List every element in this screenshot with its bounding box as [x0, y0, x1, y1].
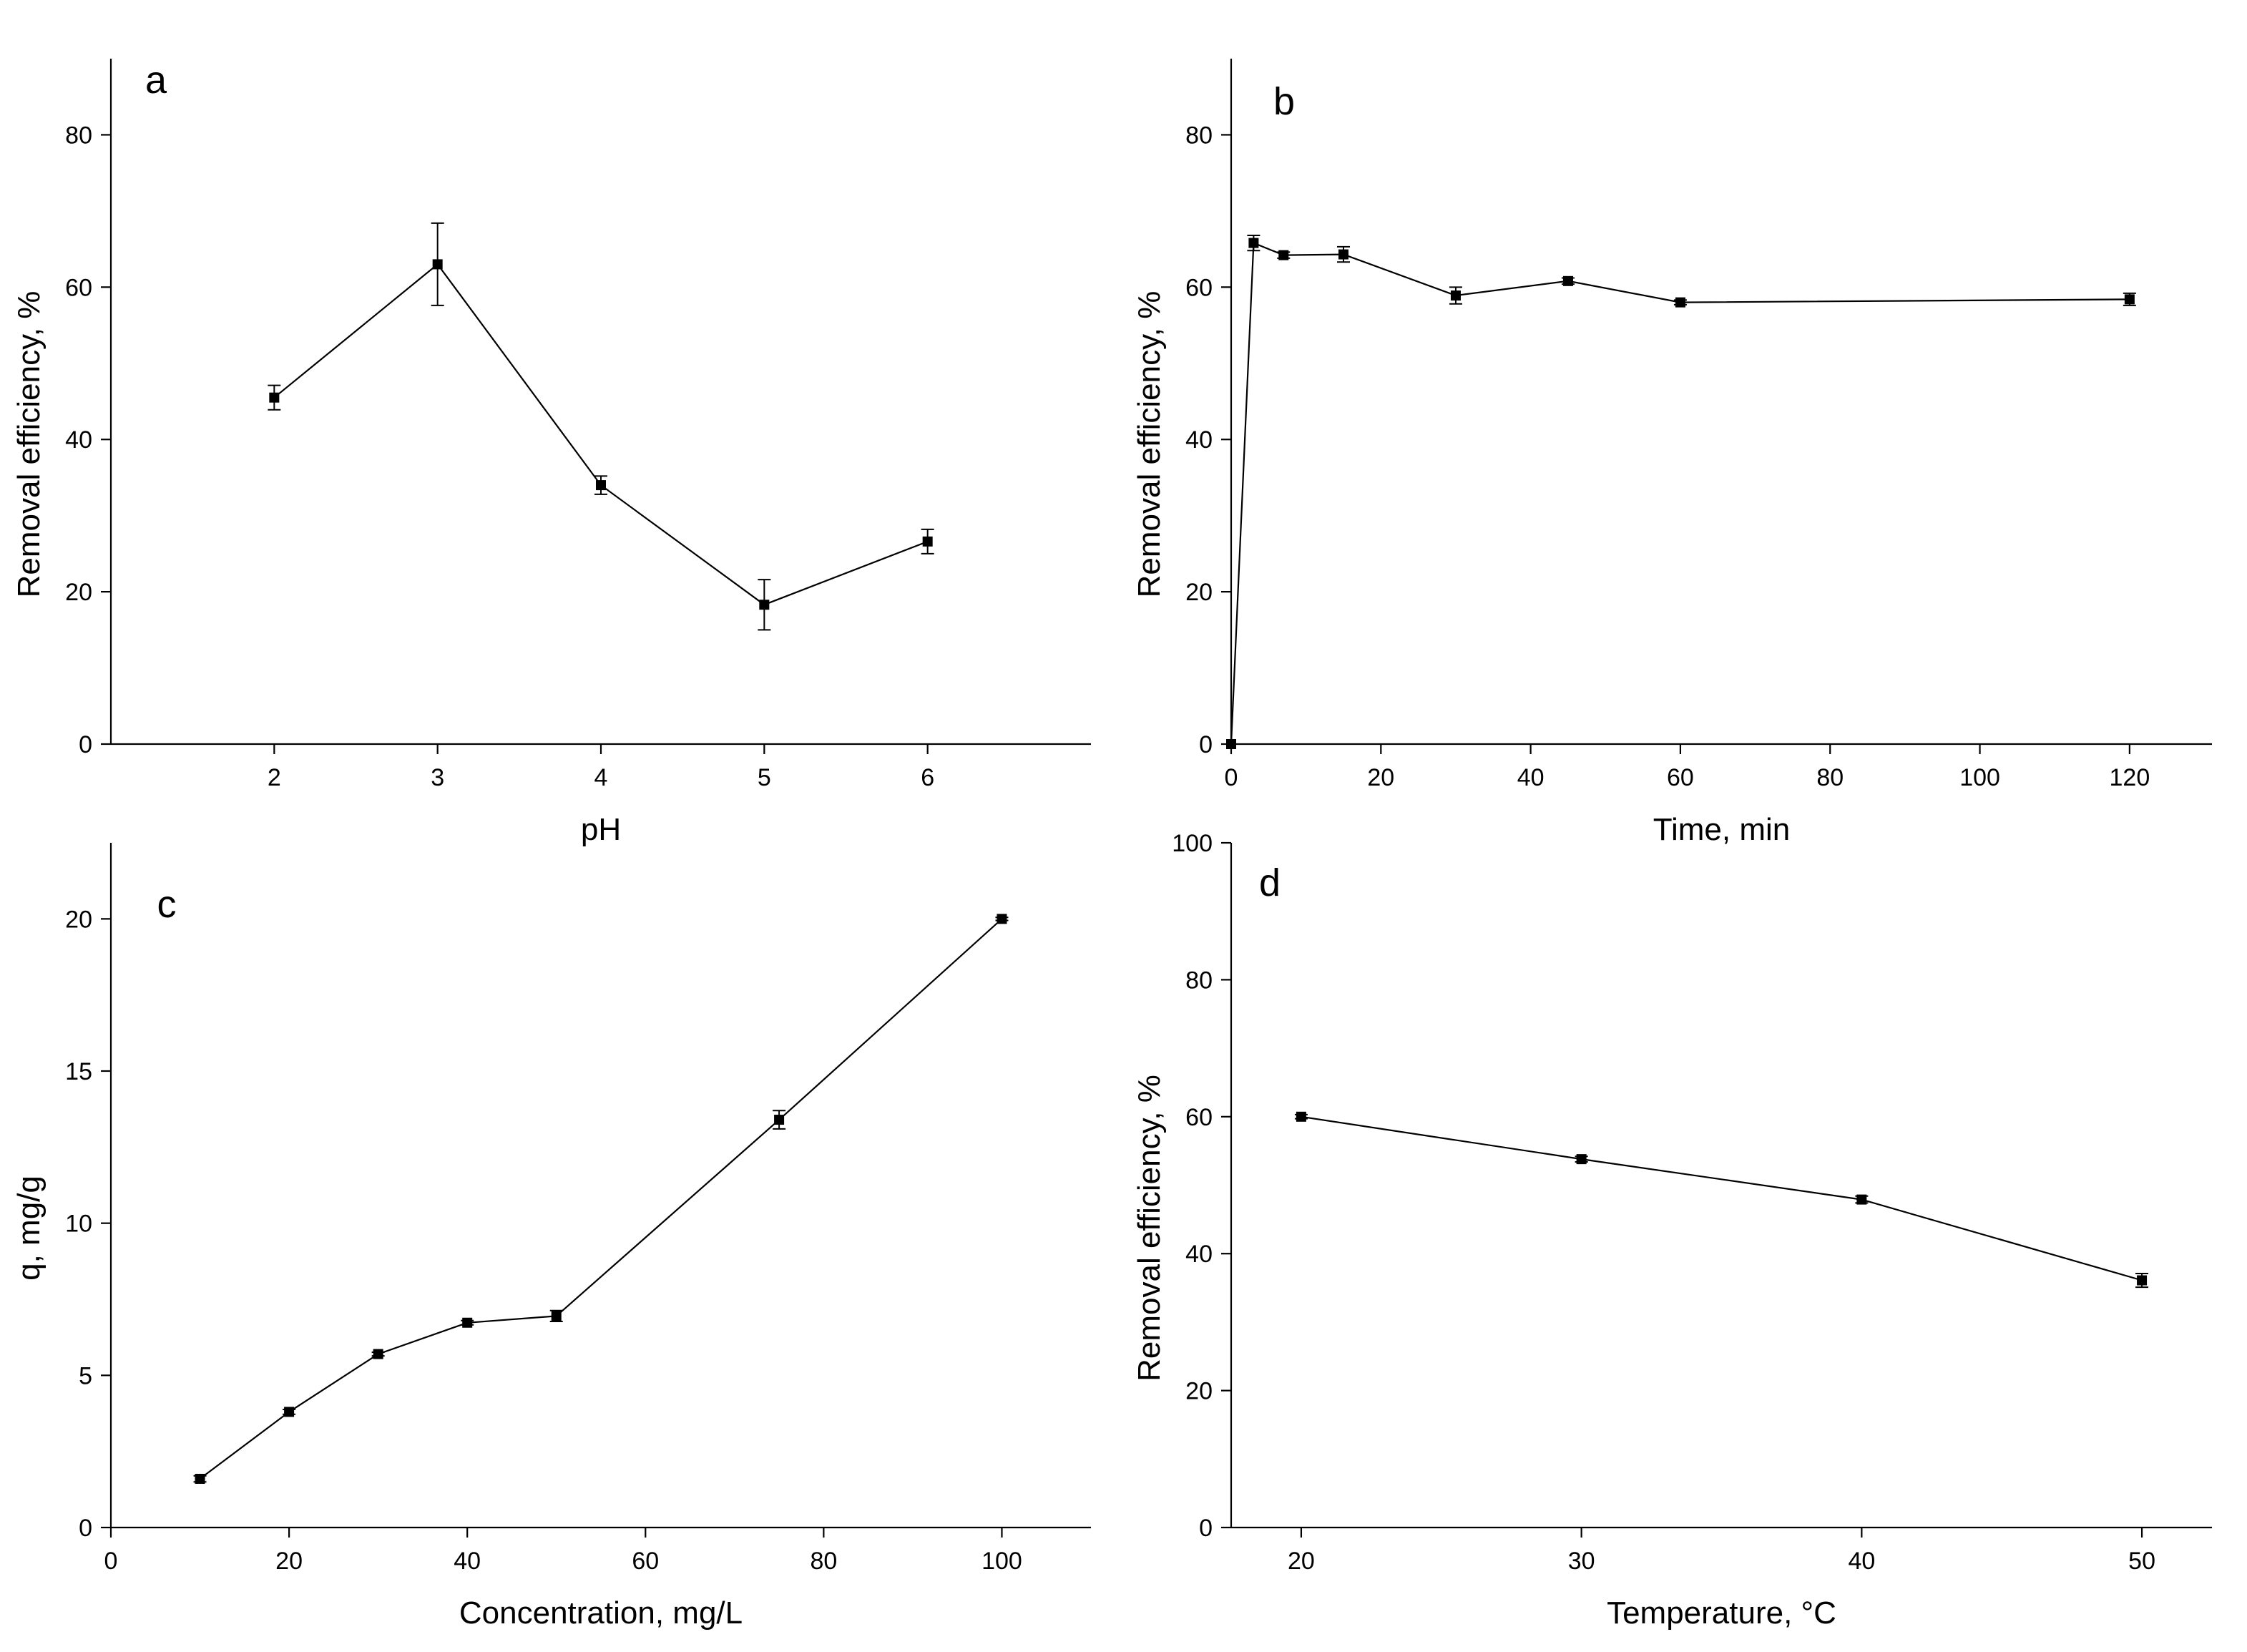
series-line — [199, 918, 1003, 1480]
data-point — [1278, 250, 1289, 260]
data-point — [551, 1311, 562, 1321]
x-tick-label: 6 — [921, 764, 934, 791]
x-tick-label: 3 — [431, 764, 444, 791]
x-tick-label: 60 — [1667, 764, 1694, 791]
y-tick-label: 20 — [65, 906, 92, 933]
x-tick-label: 4 — [594, 764, 608, 791]
x-tick-label: 20 — [1288, 1548, 1315, 1575]
y-tick-label: 100 — [1172, 830, 1213, 857]
panel-letter: a — [145, 59, 167, 102]
panel-d: 20 30 40 50 0 20 40 60 80 100 Temperature, °C Remov… — [1132, 830, 2212, 1631]
x-tick-label: 100 — [1959, 764, 2000, 791]
data-point — [1248, 238, 1259, 248]
x-axis-title: Time, min — [1653, 812, 1791, 847]
data-point — [2137, 1275, 2148, 1286]
y-tick-label: 20 — [65, 579, 92, 606]
y-tick-label: 60 — [1185, 274, 1213, 301]
x-tick-label: 120 — [2110, 764, 2150, 791]
x-axis-title: Temperature, °C — [1607, 1595, 1836, 1631]
data-point — [432, 259, 443, 270]
x-tick-label: 80 — [810, 1548, 837, 1575]
y-tick-label: 0 — [1199, 1515, 1213, 1542]
data-point — [997, 914, 1007, 924]
x-axis-title: Concentration, mg/L — [459, 1595, 743, 1631]
data-point — [284, 1407, 295, 1417]
y-tick-label: 40 — [1185, 426, 1213, 454]
y-axis-title: Removal efficiency, % — [1132, 291, 1167, 598]
x-tick-label: 0 — [104, 1548, 118, 1575]
y-tick-label: 20 — [1185, 579, 1213, 606]
x-tick-label: 80 — [1816, 764, 1844, 791]
y-tick-label: 60 — [65, 274, 92, 301]
data-point — [1338, 249, 1348, 260]
data-point — [1675, 297, 1685, 308]
series-line — [273, 263, 929, 606]
data-point — [373, 1349, 383, 1359]
panel-letter: b — [1273, 80, 1295, 123]
panel-c: 0 20 40 60 80 100 0 5 10 15 20 Concentration, mg/L q… — [11, 843, 1091, 1631]
y-axis-title: Removal efficiency, % — [11, 291, 46, 598]
x-tick-label: 30 — [1568, 1548, 1595, 1575]
y-tick-label: 10 — [65, 1211, 92, 1238]
data-point — [1856, 1194, 1867, 1205]
data-point — [1562, 275, 1573, 286]
y-tick-label: 0 — [79, 1515, 92, 1542]
data-point — [1576, 1154, 1587, 1165]
y-tick-label: 40 — [65, 426, 92, 454]
y-tick-label: 20 — [1185, 1378, 1213, 1405]
y-axis-title: Removal efficiency, % — [1132, 1075, 1167, 1382]
x-tick-label: 100 — [981, 1548, 1022, 1575]
x-tick-label: 20 — [1367, 764, 1394, 791]
x-tick-label: 40 — [1517, 764, 1544, 791]
data-point — [1450, 290, 1461, 301]
y-tick-label: 0 — [79, 731, 92, 758]
x-tick-label: 5 — [758, 764, 771, 791]
series-line — [1301, 1115, 2143, 1281]
data-point — [269, 392, 280, 403]
y-tick-label: 80 — [1185, 122, 1213, 149]
data-point — [462, 1317, 473, 1328]
x-tick-label: 40 — [1848, 1548, 1875, 1575]
x-tick-label: 50 — [2128, 1548, 2155, 1575]
y-tick-label: 5 — [79, 1362, 92, 1389]
data-point — [922, 536, 933, 547]
data-point — [2124, 294, 2135, 305]
y-tick-label: 15 — [65, 1058, 92, 1085]
data-point — [1226, 739, 1236, 749]
data-point — [759, 600, 770, 610]
data-point — [596, 480, 606, 491]
x-tick-label: 60 — [632, 1548, 659, 1575]
data-point — [1296, 1111, 1306, 1122]
x-tick-label: 40 — [454, 1548, 481, 1575]
y-tick-label: 60 — [1185, 1104, 1213, 1131]
x-tick-label: 0 — [1225, 764, 1238, 791]
panel-b: 0 20 40 60 80 100 120 0 20 40 60 80 Time, min Removal… — [1132, 59, 2212, 847]
data-point — [195, 1473, 205, 1484]
y-tick-label: 40 — [1185, 1241, 1213, 1268]
y-tick-label: 0 — [1199, 731, 1213, 758]
series-line — [1230, 241, 2130, 745]
panel-letter: c — [157, 883, 177, 926]
x-axis-title: pH — [581, 812, 621, 847]
panel-letter: d — [1259, 861, 1281, 904]
y-axis-title: q, mg/g — [11, 1176, 46, 1281]
x-tick-label: 20 — [275, 1548, 303, 1575]
data-point — [774, 1115, 785, 1125]
y-tick-label: 80 — [1185, 967, 1213, 994]
y-tick-label: 80 — [65, 122, 92, 149]
x-tick-label: 2 — [268, 764, 281, 791]
